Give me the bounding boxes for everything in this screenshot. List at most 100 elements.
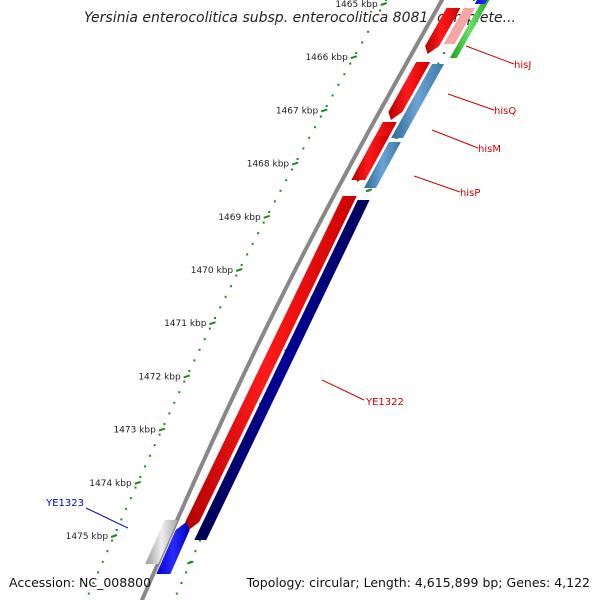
topology-summary: Topology: circular; Length: 4,615,899 bp… xyxy=(246,575,590,590)
ruler-tick xyxy=(134,480,142,485)
ruler-dot xyxy=(379,9,382,12)
sequence-backbone xyxy=(139,0,445,600)
ruler-dot xyxy=(219,306,222,309)
ruler-dot xyxy=(168,412,171,415)
ruler-dot xyxy=(268,211,271,213)
ruler-dot xyxy=(134,486,137,489)
ruler-dot xyxy=(188,370,191,372)
ruler-dot xyxy=(229,285,232,288)
ruler-dot xyxy=(180,582,183,584)
ruler-dot xyxy=(302,147,305,150)
ruler-dot xyxy=(361,41,364,44)
feature-blue-top[interactable] xyxy=(474,0,493,4)
ruler-dot xyxy=(251,242,254,245)
ruler-tick-label: 1475 kbp xyxy=(66,532,109,542)
ruler-tick xyxy=(187,560,194,565)
gene-label-hisM[interactable]: hisM xyxy=(478,144,501,155)
ruler-tick xyxy=(380,2,388,6)
ruler-dot xyxy=(175,592,178,595)
ruler-tick xyxy=(235,268,243,272)
ruler-tick xyxy=(263,214,271,219)
ruler-dot xyxy=(367,30,370,33)
ruler-dot xyxy=(185,571,188,574)
ruler-dot xyxy=(337,83,340,86)
gene-hisQ-cds[interactable] xyxy=(388,62,431,120)
gene-label-leader-hisM xyxy=(431,129,479,149)
ruler-tick xyxy=(365,188,373,193)
ruler-dot xyxy=(331,94,334,97)
ruler-dot xyxy=(246,253,249,256)
ruler-dot xyxy=(308,136,311,139)
ruler-dot xyxy=(240,264,243,266)
ruler-dot xyxy=(129,497,132,500)
ruler-dot xyxy=(325,105,328,107)
ruler-tick-label: 1465 kbp xyxy=(335,0,378,10)
gene-label-leader-YE1322 xyxy=(321,379,365,401)
ruler-dot xyxy=(208,327,211,330)
ruler-dot xyxy=(148,454,151,457)
ruler-dot xyxy=(203,338,206,341)
ruler-dot xyxy=(173,401,176,404)
gene-label-YE1322[interactable]: YE1322 xyxy=(365,397,404,408)
ruler-tick-label: 1468 kbp xyxy=(247,160,290,170)
ruler-dot xyxy=(120,518,123,521)
ruler-dot xyxy=(198,348,201,351)
ruler-dot xyxy=(296,158,299,160)
ruler-tick xyxy=(110,534,118,538)
ruler-tick-label: 1469 kbp xyxy=(218,213,261,223)
ruler-tick xyxy=(350,55,358,60)
ruler-dot xyxy=(101,560,104,563)
ruler-dot xyxy=(279,189,282,192)
ruler-tick xyxy=(320,108,328,113)
ruler-dot xyxy=(158,433,161,436)
ruler-tick-label: 1471 kbp xyxy=(164,319,207,329)
ruler-dot xyxy=(257,232,260,235)
ruler-dot xyxy=(437,62,440,65)
ruler-dot xyxy=(343,73,346,76)
ruler-dot xyxy=(355,52,358,54)
accession-label: Accession: NC_008800 xyxy=(9,575,152,590)
ruler-tick-label: 1467 kbp xyxy=(276,106,319,116)
gene-hisP-cds[interactable] xyxy=(351,136,390,180)
ruler-dot xyxy=(92,582,95,584)
gene-hisJ-cds[interactable] xyxy=(425,8,461,54)
ruler-dot xyxy=(163,423,166,425)
ruler-dot xyxy=(313,126,316,129)
feature-gray-YE1323[interactable] xyxy=(145,520,178,564)
ruler-dot xyxy=(214,317,217,319)
feature-pink[interactable] xyxy=(443,8,475,44)
ruler-dot xyxy=(125,507,128,510)
feature-steelblue-hisQ[interactable] xyxy=(391,64,445,138)
gene-label-hisQ[interactable]: hisQ xyxy=(494,106,516,117)
blast-hit-YE1322[interactable] xyxy=(194,200,370,540)
ruler-dot xyxy=(183,380,186,383)
ruler-dot xyxy=(111,539,114,542)
feature-steelblue-hisM[interactable] xyxy=(364,142,401,188)
gene-label-leader-hisJ xyxy=(465,45,515,65)
gene-YE1323-cds[interactable] xyxy=(156,522,190,574)
ruler-dot xyxy=(193,359,196,362)
ruler-tick-label: 1473 kbp xyxy=(113,426,156,436)
ruler-dot xyxy=(199,539,202,542)
gene-label-leader-YE1323 xyxy=(85,507,129,529)
ruler-dot xyxy=(473,0,475,1)
ruler-tick-label: 1466 kbp xyxy=(305,53,348,63)
gene-label-YE1323[interactable]: YE1323 xyxy=(45,498,84,509)
feature-green[interactable] xyxy=(449,0,490,58)
ruler-dot xyxy=(153,444,156,447)
ruler-dot xyxy=(385,0,387,1)
ruler-tick-label: 1474 kbp xyxy=(89,479,132,489)
gene-label-leader-hisQ xyxy=(447,93,495,111)
ruler-dot xyxy=(106,550,109,553)
genome-title: Yersinia enterocolitica subsp. enterocol… xyxy=(84,10,516,26)
gene-label-hisJ[interactable]: hisJ xyxy=(514,60,531,71)
gene-label-hisP[interactable]: hisP xyxy=(460,188,480,199)
ruler-dot xyxy=(290,168,293,171)
ruler-tick-label: 1470 kbp xyxy=(191,266,234,276)
gene-YE1322-cds[interactable] xyxy=(185,196,357,530)
ruler-dot xyxy=(97,571,100,574)
ruler-dot xyxy=(87,592,90,595)
ruler-dot xyxy=(115,529,118,531)
